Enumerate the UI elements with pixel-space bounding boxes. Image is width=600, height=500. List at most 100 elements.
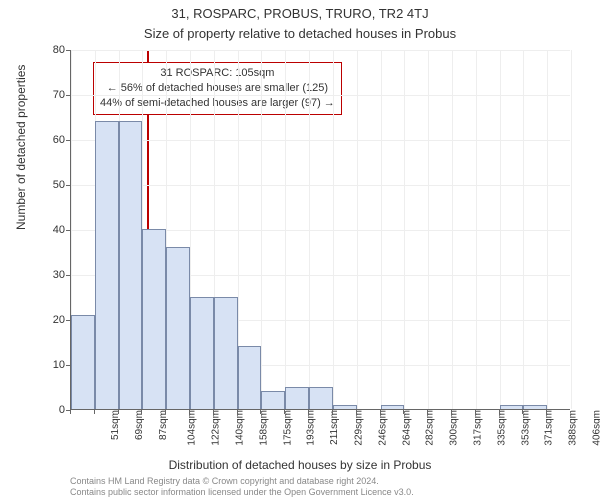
vgrid-line [333, 50, 334, 409]
ytick-label: 30 [35, 269, 65, 281]
xtick-label: 211sqm [329, 410, 340, 445]
vgrid-line [357, 50, 358, 409]
vgrid-line [404, 50, 405, 409]
xtick-label: 122sqm [211, 410, 222, 446]
ytick-mark [66, 275, 70, 276]
xtick-mark [332, 410, 333, 414]
ytick-label: 70 [35, 89, 65, 101]
annotation-line: ← 56% of detached houses are smaller (12… [100, 81, 335, 96]
xtick-mark [118, 410, 119, 414]
xtick-mark [284, 410, 285, 414]
xtick-mark [213, 410, 214, 414]
vgrid-line [500, 50, 501, 409]
xtick-label: 140sqm [235, 410, 246, 446]
xtick-label: 300sqm [449, 410, 460, 446]
chart-container: 31, ROSPARC, PROBUS, TRURO, TR2 4TJ Size… [0, 0, 600, 500]
vgrid-line [309, 50, 310, 409]
ytick-mark [66, 365, 70, 366]
xtick-mark [94, 410, 95, 414]
histogram-bar [166, 247, 190, 409]
annotation-box: 31 ROSPARC: 105sqm← 56% of detached hous… [93, 62, 342, 115]
hgrid-line [71, 140, 570, 141]
histogram-bar [523, 405, 547, 410]
histogram-bar [71, 315, 95, 410]
xtick-mark [141, 410, 142, 414]
vgrid-line [381, 50, 382, 409]
histogram-bar [381, 405, 405, 410]
annotation-line: 31 ROSPARC: 105sqm [100, 66, 335, 81]
xtick-mark [189, 410, 190, 414]
xtick-mark [380, 410, 381, 414]
histogram-bar [309, 387, 333, 410]
xtick-label: 353sqm [520, 410, 531, 446]
xtick-label: 264sqm [401, 410, 412, 446]
xtick-mark [499, 410, 500, 414]
ytick-label: 20 [35, 314, 65, 326]
y-axis-label: Number of detached properties [14, 65, 28, 230]
xtick-label: 388sqm [568, 410, 579, 446]
xtick-label: 335sqm [496, 410, 507, 446]
xtick-label: 175sqm [282, 410, 293, 446]
hgrid-line [71, 185, 570, 186]
histogram-bar [190, 297, 214, 410]
ytick-label: 40 [35, 224, 65, 236]
histogram-bar [119, 121, 143, 409]
xtick-mark [403, 410, 404, 414]
xtick-mark [165, 410, 166, 414]
xtick-label: 229sqm [354, 410, 365, 446]
xtick-label: 69sqm [134, 410, 145, 440]
xtick-mark [237, 410, 238, 414]
ytick-label: 50 [35, 179, 65, 191]
ytick-mark [66, 50, 70, 51]
histogram-bar [95, 121, 119, 409]
vgrid-line [571, 50, 572, 409]
histogram-bar [285, 387, 309, 410]
ytick-mark [66, 230, 70, 231]
vgrid-line [261, 50, 262, 409]
hgrid-line [71, 95, 570, 96]
vgrid-line [547, 50, 548, 409]
chart-title-sub: Size of property relative to detached ho… [0, 26, 600, 41]
ytick-mark [66, 320, 70, 321]
footer-attribution: Contains HM Land Registry data © Crown c… [70, 476, 414, 498]
histogram-bar [142, 229, 166, 409]
xtick-label: 104sqm [187, 410, 198, 446]
xtick-mark [356, 410, 357, 414]
footer-line-2: Contains public sector information licen… [70, 487, 414, 498]
xtick-mark [260, 410, 261, 414]
hgrid-line [71, 50, 570, 51]
x-axis-label: Distribution of detached houses by size … [0, 458, 600, 472]
vgrid-line [428, 50, 429, 409]
ytick-mark [66, 185, 70, 186]
ytick-mark [66, 140, 70, 141]
xtick-mark [546, 410, 547, 414]
xtick-label: 51sqm [110, 410, 121, 440]
vgrid-line [285, 50, 286, 409]
histogram-bar [261, 391, 285, 409]
vgrid-line [523, 50, 524, 409]
xtick-label: 317sqm [473, 410, 484, 446]
xtick-mark [451, 410, 452, 414]
footer-line-1: Contains HM Land Registry data © Crown c… [70, 476, 414, 487]
ytick-label: 60 [35, 134, 65, 146]
xtick-mark [475, 410, 476, 414]
xtick-mark [308, 410, 309, 414]
xtick-label: 246sqm [377, 410, 388, 446]
xtick-mark [522, 410, 523, 414]
xtick-label: 193sqm [306, 410, 317, 446]
ytick-label: 80 [35, 44, 65, 56]
histogram-bar [500, 405, 524, 410]
plot-area: 31 ROSPARC: 105sqm← 56% of detached hous… [70, 50, 570, 410]
xtick-label: 87sqm [158, 410, 169, 440]
xtick-mark [427, 410, 428, 414]
vgrid-line [476, 50, 477, 409]
xtick-label: 406sqm [592, 410, 600, 446]
xtick-label: 158sqm [258, 410, 269, 446]
xtick-label: 282sqm [425, 410, 436, 446]
histogram-bar [238, 346, 262, 409]
vgrid-line [452, 50, 453, 409]
xtick-mark [70, 410, 71, 414]
ytick-label: 0 [35, 404, 65, 416]
ytick-mark [66, 95, 70, 96]
annotation-line: 44% of semi-detached houses are larger (… [100, 96, 335, 111]
